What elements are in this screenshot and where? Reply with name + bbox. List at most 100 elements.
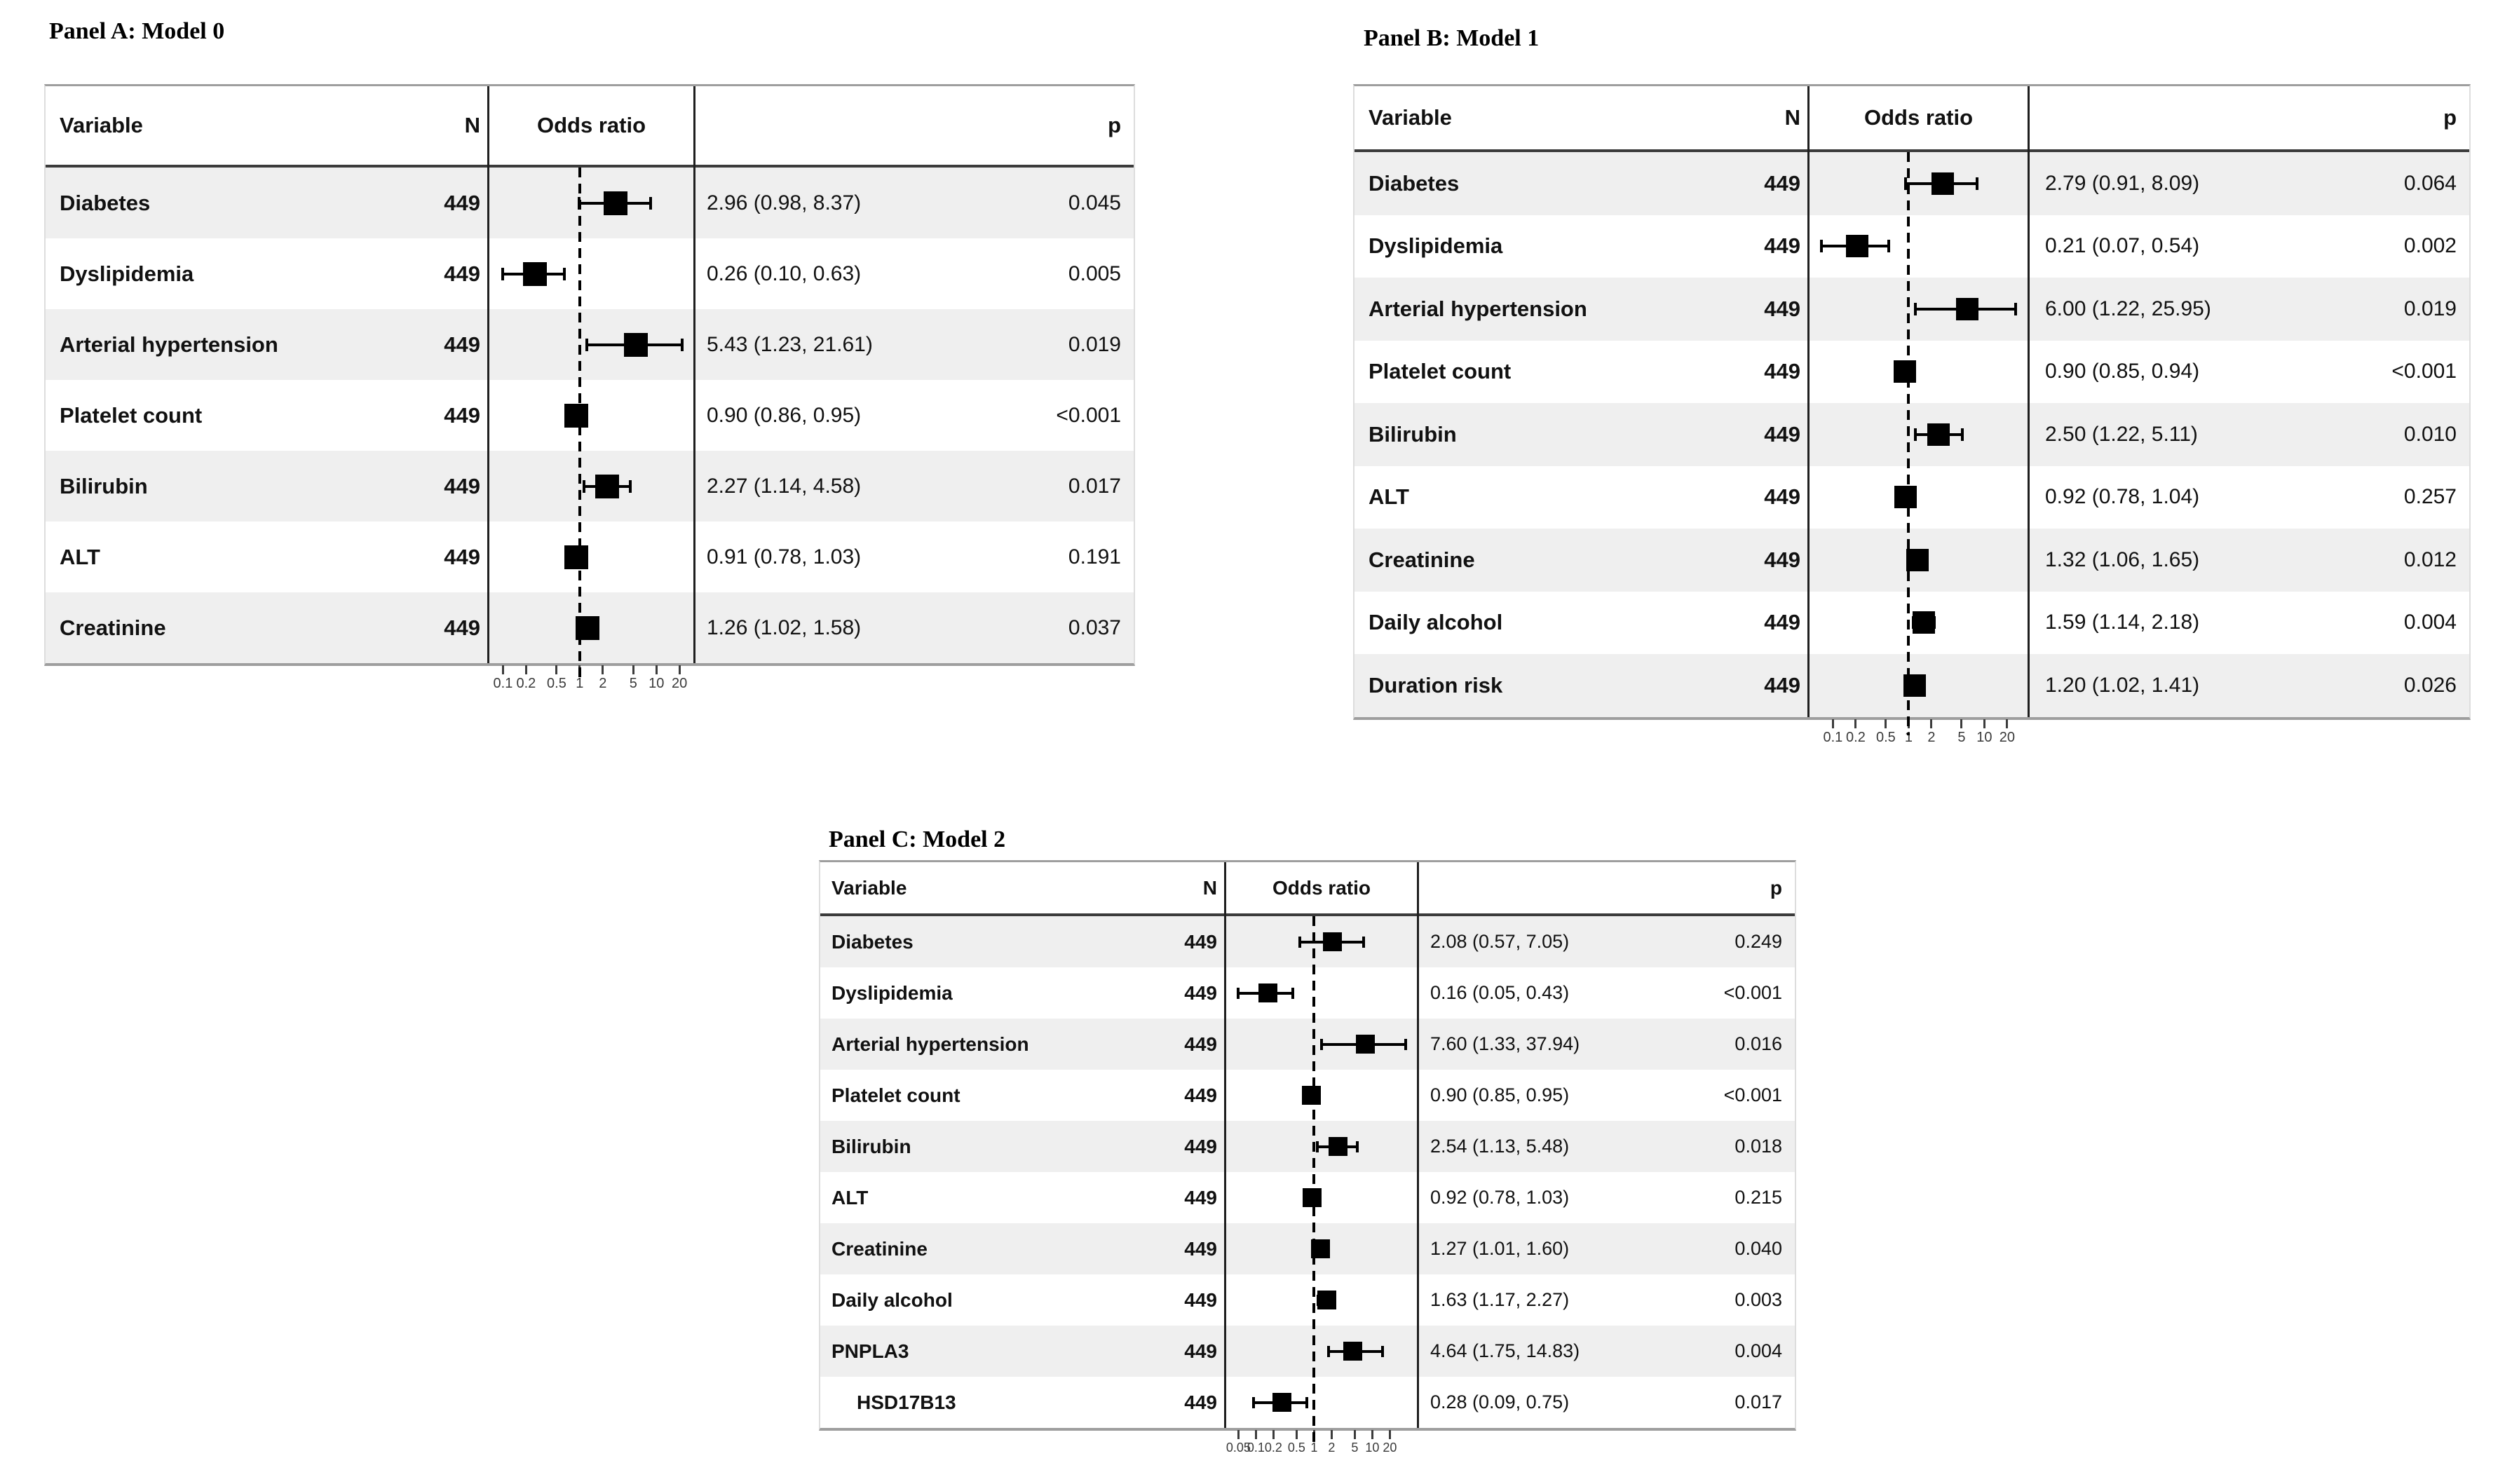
- header-n-label: N: [1784, 105, 1800, 130]
- axis-tick-label: 1: [1310, 1441, 1318, 1455]
- axis-tick-label: 5: [629, 676, 637, 691]
- p-value-label: 0.257: [2403, 485, 2457, 509]
- table-row: HSD17B13 449 0.28 (0.09, 0.75) 0.017: [820, 1377, 1795, 1428]
- n-value: 449: [1764, 233, 1800, 259]
- ci-cap-high: [1355, 1141, 1359, 1152]
- forest-plot-cell: [1809, 278, 2028, 341]
- p-value-label: 0.003: [1734, 1289, 1782, 1310]
- variable-label: Arterial hypertension: [1369, 296, 1587, 321]
- or-marker: [1323, 932, 1343, 951]
- n-value: 449: [1184, 1033, 1217, 1055]
- table-row: PNPLA3 449 4.64 (1.75, 14.83) 0.004: [820, 1326, 1795, 1377]
- axis-tick: [678, 665, 681, 674]
- header-p-label: p: [2443, 105, 2457, 130]
- forest-table: Variable N Odds ratio p Diabetes 449 2.79 (0.9…: [1353, 84, 2471, 745]
- p-value-label: 0.037: [1068, 615, 1121, 639]
- forest-plot-cell: [1226, 1326, 1418, 1377]
- or-marker: [1302, 1188, 1322, 1207]
- axis-tick: [1885, 719, 1887, 728]
- estimate-label: 2.50 (1.22, 5.11): [2045, 422, 2198, 446]
- p-value-label: 0.215: [1734, 1187, 1782, 1208]
- variable-label: Platelet count: [831, 1084, 960, 1106]
- or-marker: [575, 615, 599, 640]
- table-row: Daily alcohol 449 1.63 (1.17, 2.27) 0.003: [820, 1274, 1795, 1326]
- axis-tick-label: 5: [1957, 729, 1966, 745]
- axis-tick: [1371, 1430, 1373, 1439]
- n-value: 449: [1764, 672, 1800, 697]
- n-value: 449: [1184, 1288, 1217, 1311]
- forest-plot-cell: [1226, 1377, 1418, 1428]
- table-row: Duration risk 449 1.20 (1.02, 1.41) 0.026: [1355, 654, 2469, 717]
- header-n-label: N: [464, 113, 480, 137]
- variable-label: Diabetes: [60, 190, 151, 215]
- forest-plot-cell: [1809, 529, 2028, 592]
- n-value: 449: [444, 544, 480, 569]
- ci-cap-high: [1404, 1038, 1408, 1050]
- axis-tick-label: 0.1: [1823, 729, 1843, 745]
- n-value: 449: [1184, 1084, 1217, 1106]
- header-n-label: N: [1202, 876, 1217, 899]
- forest-plot-cell: [489, 522, 694, 592]
- axis-tick-label: 0.2: [516, 676, 536, 691]
- variable-label: Creatinine: [1369, 547, 1475, 572]
- n-value: 449: [1184, 1135, 1217, 1157]
- ci-cap-low: [1913, 302, 1917, 315]
- p-value-label: 0.004: [1734, 1340, 1782, 1361]
- table-header-row: Variable N Odds ratio p: [820, 862, 1795, 916]
- variable-label: Bilirubin: [1369, 421, 1457, 447]
- axis-tick-label: 0.05: [1226, 1441, 1251, 1455]
- n-value: 449: [444, 402, 480, 428]
- table-row: Daily alcohol 449 1.59 (1.14, 2.18) 0.004: [1355, 592, 2469, 655]
- estimate-label: 1.26 (1.02, 1.58): [707, 615, 862, 639]
- axis-tick: [1254, 1430, 1257, 1439]
- estimate-label: 0.92 (0.78, 1.04): [2045, 485, 2200, 509]
- or-marker: [522, 261, 547, 286]
- estimate-label: 0.90 (0.85, 0.95): [1430, 1084, 1570, 1105]
- header-p-label: p: [1770, 876, 1782, 899]
- n-value: 449: [1764, 296, 1800, 321]
- reference-line: [1907, 152, 1910, 735]
- n-value: 449: [444, 473, 480, 498]
- table-row: Arterial hypertension 449 6.00 (1.22, 25.9…: [1355, 278, 2469, 341]
- axis-tick: [1854, 719, 1857, 728]
- table-row: Diabetes 449 2.79 (0.91, 8.09) 0.064: [1355, 152, 2469, 215]
- or-marker: [1906, 548, 1929, 571]
- n-value: 449: [1764, 170, 1800, 196]
- forest-table: Variable N Odds ratio p Diabetes 449 2.08 (0.5…: [819, 860, 1796, 1455]
- forest-plot-cell: [1226, 916, 1418, 967]
- variable-label: ALT: [1369, 484, 1409, 510]
- estimate-label: 2.08 (0.57, 7.05): [1430, 931, 1570, 952]
- p-value-label: 0.045: [1068, 191, 1121, 215]
- variable-label: Diabetes: [1369, 170, 1460, 196]
- ci-cap-low: [1298, 936, 1302, 948]
- estimate-label: 5.43 (1.23, 21.61): [707, 332, 873, 356]
- axis-tick: [1388, 1430, 1391, 1439]
- or-marker: [1310, 1239, 1330, 1258]
- ci-cap-high: [680, 338, 684, 351]
- p-value-label: 0.040: [1734, 1238, 1782, 1259]
- table-row: Arterial hypertension 449 5.43 (1.23, 21.6…: [46, 309, 1134, 380]
- table-row: ALT 449 0.91 (0.78, 1.03) 0.191: [46, 522, 1134, 592]
- axis-tick: [2006, 719, 2009, 728]
- axis-tick-label: 20: [672, 676, 688, 691]
- forest-plot-cell: [1809, 152, 2028, 215]
- or-marker: [624, 332, 649, 357]
- ci-cap-high: [1291, 987, 1294, 999]
- axis-tick: [1295, 1430, 1298, 1439]
- forest-plot-cell: [489, 309, 694, 380]
- ci-cap-high: [2014, 302, 2018, 315]
- forest-plot-cell: [489, 168, 694, 238]
- estimate-label: 7.60 (1.33, 37.94): [1430, 1033, 1580, 1054]
- n-value: 449: [444, 332, 480, 357]
- ci-cap-low: [1251, 1396, 1255, 1408]
- table-row: Creatinine 449 1.27 (1.01, 1.60) 0.040: [820, 1223, 1795, 1274]
- ci-cap-low: [1903, 177, 1907, 190]
- table-row: ALT 449 0.92 (0.78, 1.03) 0.215: [820, 1172, 1795, 1223]
- axis-tick-label: 2: [1927, 729, 1936, 745]
- p-value-label: 0.016: [1734, 1033, 1782, 1054]
- variable-label: Platelet count: [60, 402, 203, 428]
- p-value-label: 0.017: [1068, 474, 1121, 498]
- p-value-label: 0.017: [1734, 1391, 1782, 1412]
- estimate-label: 0.91 (0.78, 1.03): [707, 545, 862, 569]
- estimate-label: 0.26 (0.10, 0.63): [707, 261, 862, 285]
